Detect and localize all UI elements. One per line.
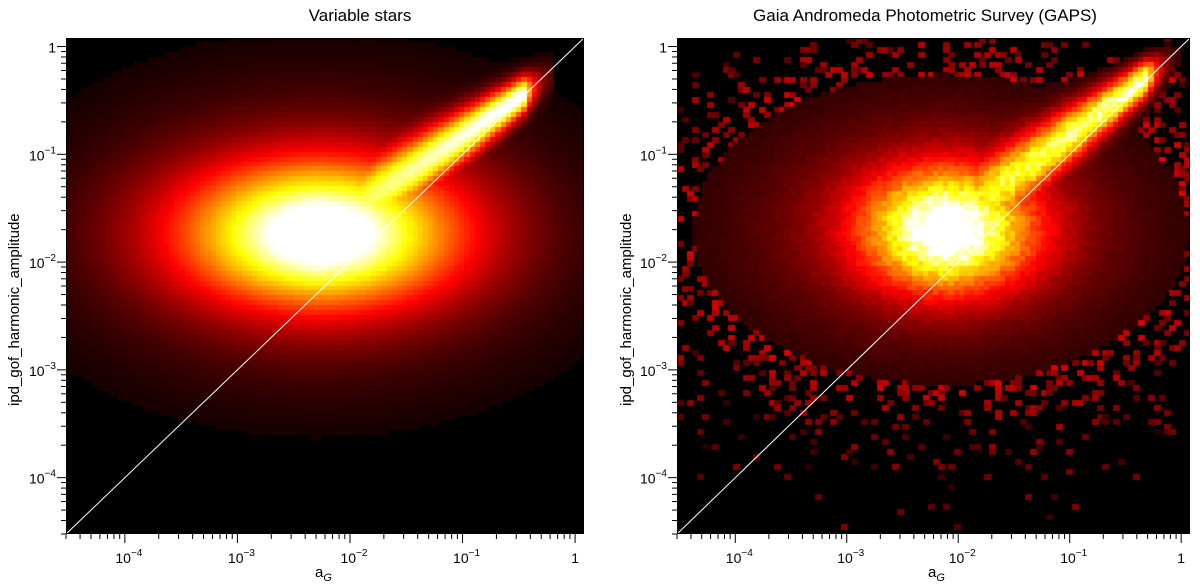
y-tick-label: 10−3 [640,361,667,379]
right-chart-panel: Gaia Andromeda Photometric Survey (GAPS)… [600,0,1200,588]
x-axis-label-subscript: G [936,572,945,584]
y-tick-label: 10−2 [640,253,667,271]
reference-line-y-equals-x [676,37,1191,535]
left-chart-panel: Variable stars 10−4 10−3 10−2 10−1 1 10−4 10−3… [6,6,585,584]
x-axis-label: aG [928,564,945,584]
x-tick-label: 1 [571,550,579,566]
y-tick-label: 1 [659,40,667,56]
chart-title: Gaia Andromeda Photometric Survey (GAPS) [753,6,1097,25]
x-axis-label: aG [315,564,332,584]
y-tick-label: 10−3 [29,361,56,379]
axes-frame: 10−4 10−3 10−2 10−1 1 10−4 10−3 10−2 10−1 1 [640,37,1191,566]
y-axis-label: ipd_gof_harmonic_amplitude [6,213,23,406]
y-tick-label: 10−1 [640,145,667,163]
heatmap-plot-area: 10−4 10−3 10−2 10−1 1 10−4 10−3 10−2 10−1 1 [29,37,585,566]
x-axis-label-main: a [315,564,324,581]
x-tick-label: 10−3 [228,548,255,566]
x-tick-label: 10−4 [115,548,142,566]
x-tick-label: 10−1 [1060,548,1087,566]
x-axis-label-main: a [928,564,937,581]
plot-frame [677,38,1190,534]
x-tick-label: 10−2 [949,548,976,566]
x-tick-label: 10−4 [726,548,753,566]
axes-frame: 10−4 10−3 10−2 10−1 1 10−4 10−3 10−2 10−1 1 [29,37,585,566]
plot-frame [66,38,584,534]
reference-line-y-equals-x [65,37,585,535]
y-axis-label: ipd_gof_harmonic_amplitude [618,213,635,406]
y-tick-label: 10−4 [29,469,56,487]
x-tick-label: 10−3 [837,548,864,566]
y-tick-label: 1 [48,40,56,56]
x-tick-label: 1 [1177,550,1185,566]
x-axis-label-subscript: G [323,572,332,584]
y-tick-label: 10−2 [29,253,56,271]
y-tick-label: 10−1 [29,145,56,163]
x-tick-label: 10−1 [453,548,480,566]
x-tick-label: 10−2 [340,548,367,566]
y-tick-label: 10−4 [640,469,667,487]
heatmap-plot-area: 10−4 10−3 10−2 10−1 1 10−4 10−3 10−2 10−1 1 [640,37,1191,566]
chart-title: Variable stars [308,6,412,25]
